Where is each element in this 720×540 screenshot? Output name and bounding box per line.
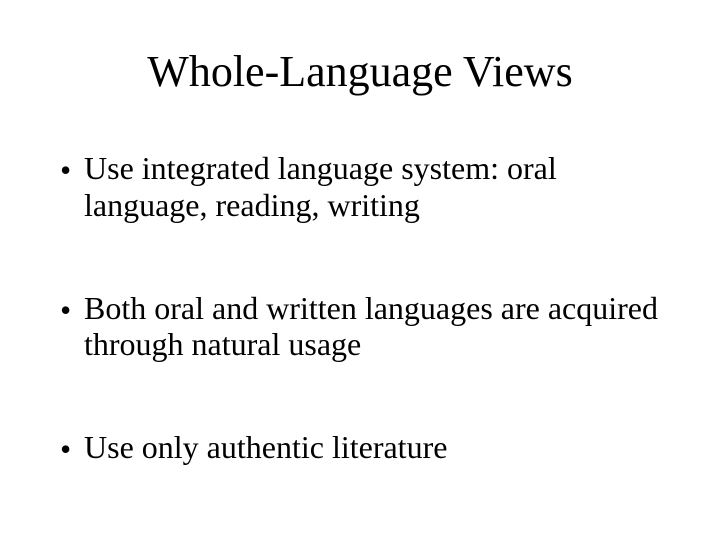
slide: Whole-Language Views • Use integrated la…	[0, 0, 720, 540]
bullet-text: Use only authentic literature	[84, 429, 660, 466]
bullet-text: Use integrated language system: oral lan…	[84, 150, 660, 224]
bullet-item: • Use only authentic literature	[60, 429, 660, 468]
bullet-item: • Use integrated language system: oral l…	[60, 150, 660, 224]
bullet-item: • Both oral and written languages are ac…	[60, 290, 660, 364]
bullet-marker: •	[60, 290, 84, 329]
bullet-marker: •	[60, 150, 84, 189]
slide-title: Whole-Language Views	[0, 48, 720, 96]
bullet-text: Both oral and written languages are acqu…	[84, 290, 660, 364]
slide-body: • Use integrated language system: oral l…	[60, 150, 660, 468]
bullet-marker: •	[60, 429, 84, 468]
